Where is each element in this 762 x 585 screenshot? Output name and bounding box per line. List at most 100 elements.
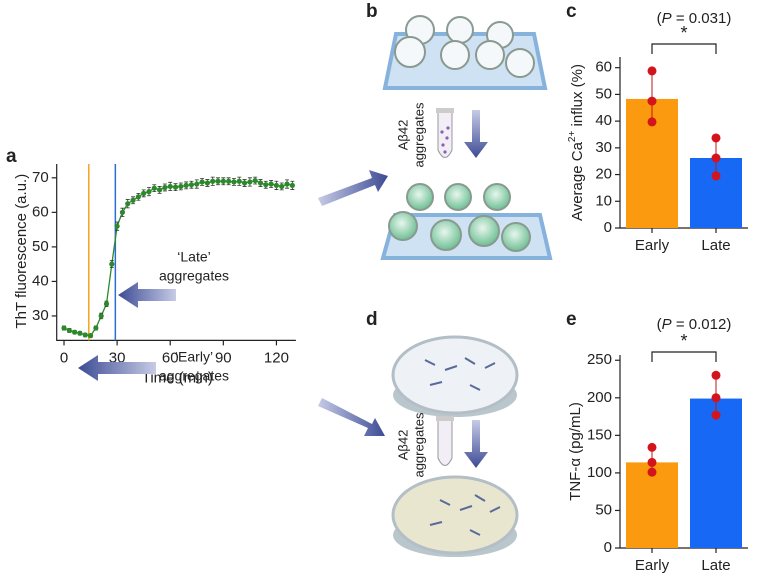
y-tick-label: 50	[595, 501, 612, 518]
point	[273, 182, 280, 189]
y-tick-label: 60	[595, 59, 612, 76]
point	[236, 178, 242, 184]
y-axis-label: Average Ca2+ influx (%)	[567, 64, 586, 221]
point	[98, 313, 104, 319]
point	[220, 178, 226, 184]
point	[130, 197, 136, 203]
point	[77, 330, 83, 336]
point	[146, 189, 152, 195]
point	[241, 180, 248, 186]
chart-title-part: = 0.031)	[672, 10, 732, 27]
x-tick-label: Early	[635, 237, 670, 254]
point	[226, 178, 232, 184]
point	[188, 182, 195, 188]
point	[711, 410, 721, 420]
annotation: aggregates	[159, 368, 229, 384]
point	[61, 325, 67, 331]
point	[72, 329, 78, 335]
significance-bracket	[651, 43, 717, 54]
point	[82, 332, 88, 338]
point	[711, 153, 721, 163]
point	[268, 181, 274, 187]
chart-title-part: P	[662, 10, 672, 27]
panel-label: e	[566, 309, 577, 330]
chart-title-part: = 0.012)	[672, 316, 732, 333]
chart-title-part: (	[657, 316, 662, 333]
x-tick-label: 120	[264, 349, 289, 366]
annotation-arrow	[118, 282, 176, 308]
point	[647, 467, 657, 477]
panel-label: c	[566, 1, 577, 22]
cells	[394, 15, 535, 78]
tube	[437, 419, 453, 466]
x-tick-label: 0	[60, 349, 68, 366]
point	[162, 184, 168, 191]
point	[711, 133, 721, 143]
point	[199, 179, 205, 185]
y-axis-label-part: 2+	[567, 131, 578, 143]
chart-title: (P = 0.012)	[657, 316, 732, 333]
point	[135, 194, 141, 200]
point	[647, 442, 657, 452]
point	[647, 66, 657, 76]
annotation: ‘Early’	[175, 349, 213, 365]
point	[711, 393, 721, 403]
cells	[388, 183, 531, 252]
chart-title-part: (	[657, 10, 662, 27]
annotation-arrow	[78, 355, 156, 381]
y-tick-label: 20	[595, 166, 612, 183]
point	[257, 180, 264, 186]
point	[114, 223, 120, 229]
point	[66, 327, 72, 334]
point	[284, 181, 290, 187]
point	[647, 96, 657, 106]
caption: Aβ42	[395, 430, 410, 461]
y-tick-label: 0	[604, 539, 612, 556]
annotation: ‘Late’	[177, 249, 210, 265]
point	[119, 209, 126, 215]
panel-labels: a b c d e	[6, 1, 577, 330]
y-tick-label: 0	[604, 219, 612, 236]
dish	[391, 475, 519, 555]
point	[178, 183, 184, 190]
tube	[437, 111, 453, 158]
x-tick-label: Late	[701, 237, 730, 254]
y-tick-label: 50	[595, 85, 612, 102]
bar	[690, 398, 742, 548]
y-tick-label: 100	[587, 464, 612, 481]
y-axis-label-part: TNF-α (pg/mL)	[567, 402, 584, 501]
panel-arrow	[318, 170, 388, 206]
point	[215, 178, 221, 184]
x-axis-label: Time (min)	[142, 369, 213, 386]
panel-label: b	[366, 1, 378, 22]
point	[172, 184, 179, 190]
point	[263, 182, 269, 188]
point	[167, 183, 173, 190]
panel-label: a	[6, 146, 17, 167]
y-tick-label: 40	[32, 272, 49, 289]
significance: *	[680, 23, 687, 43]
y-tick-label: 250	[587, 351, 612, 368]
y-axis-label: TNF-α (pg/mL)	[567, 402, 584, 501]
point	[711, 171, 721, 181]
point	[109, 261, 115, 267]
point	[125, 201, 131, 207]
point	[289, 182, 295, 189]
axis	[56, 164, 296, 341]
significance-bracket	[651, 351, 717, 362]
caption: Aβ42	[395, 120, 410, 151]
x-tick-label: 60	[162, 349, 179, 366]
down-arrow	[464, 420, 488, 468]
x-tick-label: Early	[635, 557, 670, 574]
x-tick-label: 90	[215, 349, 232, 366]
point	[156, 187, 163, 193]
x-tick-label: Late	[701, 557, 730, 574]
caption: aggregates	[411, 412, 426, 478]
y-axis-label: ThT fluorescence (a.u.)	[13, 174, 30, 329]
point	[183, 182, 189, 189]
significance: *	[680, 331, 687, 351]
y-tick-label: 10	[595, 192, 612, 209]
plots: 30 40 50 60 70 0 30 60 90 120 Time (min) ThT fluore…	[13, 10, 748, 574]
